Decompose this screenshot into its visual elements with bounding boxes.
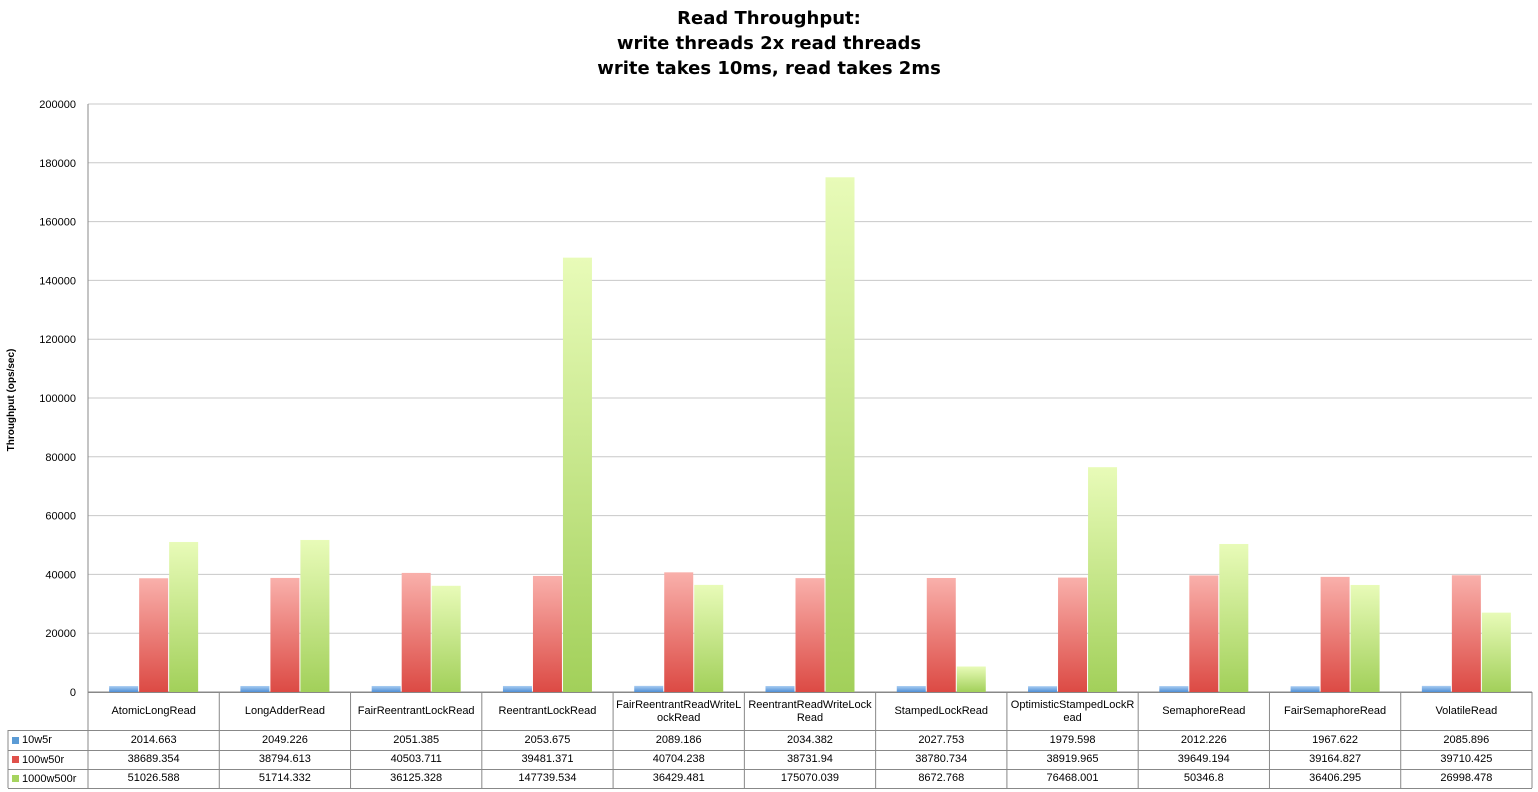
y-tick-label: 100000 <box>39 393 76 405</box>
bar-1000w500r-FairReentrantLockRead <box>431 585 461 692</box>
bar-1000w500r-StampedLockRead <box>956 666 986 692</box>
bar-1000w500r-OptimisticStampedLockRead <box>1088 467 1118 692</box>
bars <box>109 177 1511 693</box>
bar-1000w500r-VolatileRead <box>1481 612 1511 692</box>
y-tick-label: 80000 <box>45 452 76 464</box>
bar-10w5r-FairReentrantLockRead <box>371 685 401 692</box>
bar-10w5r-OptimisticStampedLockRead <box>1028 686 1058 692</box>
y-tick-label: 0 <box>70 687 76 699</box>
y-tick-label: 140000 <box>39 275 76 287</box>
bar-1000w500r-ReentrantReadWriteLockRead <box>825 177 855 693</box>
bar-100w50r-StampedLockRead <box>926 577 956 692</box>
bar-100w50r-FairReentrantLockRead <box>401 572 431 692</box>
bar-10w5r-FairReentrantReadWriteLockRead <box>634 685 664 692</box>
chart-title-line-2: write threads 2x read threads <box>616 33 922 54</box>
bar-100w50r-OptimisticStampedLockRead <box>1058 577 1088 692</box>
bar-100w50r-SemaphoreRead <box>1189 575 1219 692</box>
bar-100w50r-VolatileRead <box>1451 575 1481 692</box>
y-tick-label: 200000 <box>39 99 76 111</box>
bar-10w5r-ReentrantLockRead <box>502 685 532 692</box>
y-tick-label: 20000 <box>45 628 76 640</box>
y-tick-label: 40000 <box>45 569 76 581</box>
bar-1000w500r-SemaphoreRead <box>1219 543 1249 692</box>
bar-1000w500r-FairReentrantReadWriteLockRead <box>694 584 724 692</box>
y-tick-label: 180000 <box>39 158 76 170</box>
y-axis-label: Throughput (ops/sec) <box>6 349 17 452</box>
bar-100w50r-ReentrantLockRead <box>532 575 562 692</box>
bar-100w50r-FairReentrantReadWriteLockRead <box>664 572 694 692</box>
bar-1000w500r-AtomicLongRead <box>169 541 199 692</box>
bar-100w50r-FairSemaphoreRead <box>1320 576 1350 692</box>
bar-1000w500r-LongAdderRead <box>300 539 330 692</box>
chart-title: Read Throughput: write threads 2x read t… <box>0 6 1538 81</box>
bar-10w5r-FairSemaphoreRead <box>1290 686 1320 692</box>
bar-1000w500r-ReentrantLockRead <box>562 257 592 692</box>
bar-10w5r-StampedLockRead <box>896 686 926 692</box>
y-tick-label: 160000 <box>39 217 76 229</box>
y-tick-label: 120000 <box>39 334 76 346</box>
bar-10w5r-AtomicLongRead <box>109 686 139 692</box>
data-table-grid <box>7 692 1533 789</box>
chart-title-line-3: write takes 10ms, read takes 2ms <box>597 58 941 79</box>
bar-10w5r-LongAdderRead <box>240 685 270 692</box>
bar-100w50r-LongAdderRead <box>270 577 300 692</box>
bar-100w50r-ReentrantReadWriteLockRead <box>795 578 825 692</box>
y-tick-label: 60000 <box>45 511 76 523</box>
bar-1000w500r-FairSemaphoreRead <box>1350 584 1380 692</box>
chart-title-line-1: Read Throughput: <box>677 8 861 29</box>
bar-100w50r-AtomicLongRead <box>139 578 169 692</box>
bar-10w5r-VolatileRead <box>1421 685 1451 692</box>
bar-10w5r-ReentrantReadWriteLockRead <box>765 686 795 692</box>
bar-10w5r-SemaphoreRead <box>1159 686 1189 692</box>
y-axis-ticks: 0 20000 40000 60000 80000 100000 120000 140000 1… <box>39 99 76 699</box>
